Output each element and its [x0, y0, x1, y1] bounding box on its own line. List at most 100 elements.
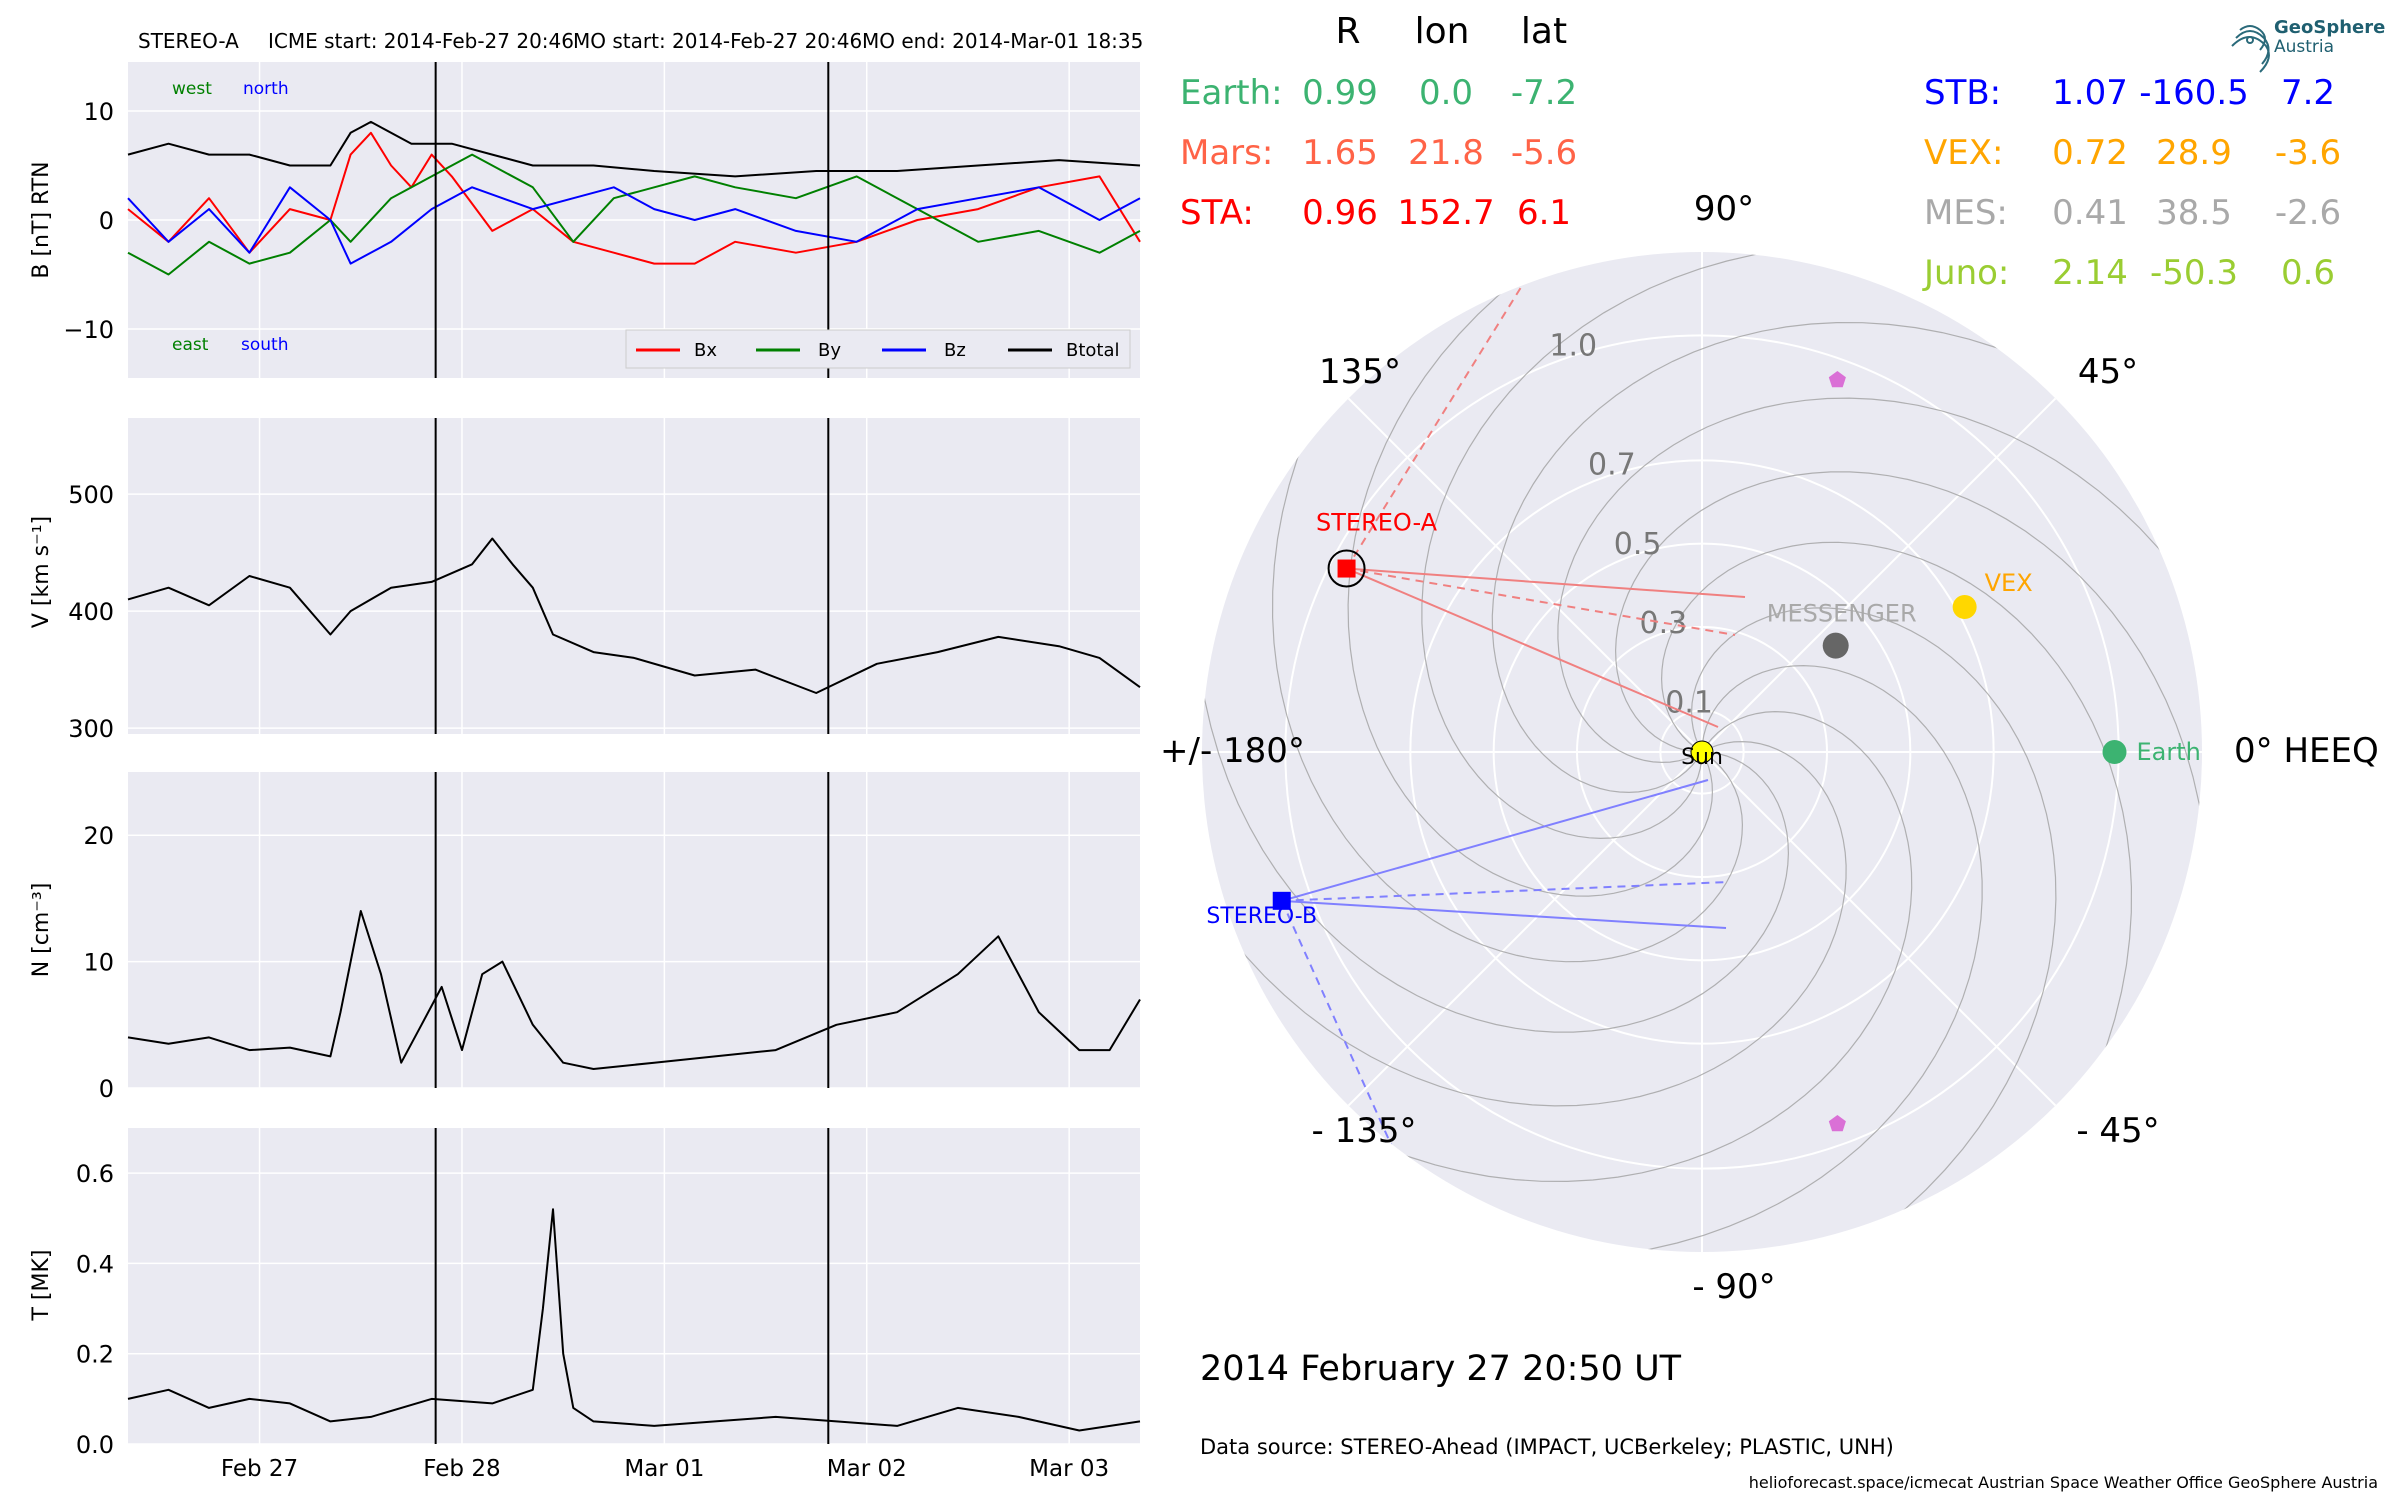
position-row: STA: 0.96 152.7 6.1	[1180, 193, 1571, 233]
position-table: R lon lat Earth: 0.99 0.0 -7.2 Mars: 1.65 21.8…	[1180, 11, 2341, 293]
parker-spiral	[1202, 431, 1790, 1033]
angle-label-minus90: - 90°	[1692, 1267, 1775, 1307]
xtick-label: Feb 28	[423, 1456, 500, 1482]
ytick-label: 20	[83, 822, 114, 850]
series-btotal	[127, 120, 1141, 178]
panel-2: 300 400 500	[68, 418, 1141, 743]
footer-credits: helioforecast.space/icmecat Austrian Spa…	[1749, 1473, 2378, 1492]
parker-spiral	[1662, 607, 2057, 1252]
ytick-label: −10	[63, 316, 114, 344]
position-row: VEX: 0.72 28.9 -3.6	[1924, 133, 2341, 173]
series-bx	[127, 131, 1141, 265]
row-r: 0.72	[2052, 133, 2128, 173]
ytick-label: 0	[99, 1075, 114, 1103]
row-name: VEX:	[1924, 133, 2004, 173]
row-lon: -50.3	[2150, 253, 2238, 293]
table-header-lon: lon	[1415, 11, 1470, 52]
row-lon: 0.0	[1419, 73, 1473, 113]
panel-3: 0 10 20	[83, 772, 1141, 1103]
ytick-label: 500	[68, 481, 114, 509]
parker-spiral	[1271, 252, 1744, 963]
parker-spiral	[1421, 252, 2023, 840]
angle-label-45: 45°	[2078, 352, 2138, 392]
row-lat: 6.1	[1517, 193, 1571, 233]
stb-marker	[1272, 891, 1291, 910]
row-lat: -7.2	[1511, 73, 1577, 113]
radial-tick-label: 0.7	[1588, 448, 1636, 483]
vex-label: VEX	[1985, 569, 2033, 597]
angle-label-90: 90°	[1694, 189, 1754, 229]
series-bz	[127, 186, 1141, 265]
xtick-label: Feb 27	[221, 1456, 298, 1482]
ylabel-b: B [nT] RTN	[29, 161, 54, 278]
spacecraft-field-lines	[1280, 275, 1746, 1161]
row-r: 0.96	[1302, 193, 1378, 233]
panel-background	[128, 418, 1140, 734]
legend-bx-label: Bx	[694, 340, 717, 361]
pentagon-marker	[1828, 371, 1846, 388]
parker-spiral	[1202, 710, 1913, 1183]
ylabel-n: N [cm⁻³]	[29, 883, 54, 978]
stb-line	[1281, 779, 1709, 902]
header-mo-end: MO end: 2014-Mar-01 18:35	[862, 29, 1143, 53]
row-lat: 7.2	[2281, 73, 2335, 113]
parker-spiral	[1202, 712, 1847, 1107]
pentagon-marker	[1828, 1115, 1846, 1132]
sta-line	[1346, 567, 1736, 636]
row-lat: -2.6	[2275, 193, 2341, 233]
legend-bz-label: Bz	[944, 340, 966, 361]
legend-by-label: By	[818, 340, 841, 361]
table-header-r: R	[1335, 11, 1360, 52]
parker-spiral	[1614, 471, 2202, 1073]
row-name: Earth:	[1180, 73, 1283, 113]
sta-marker-ring	[1327, 549, 1366, 588]
ytick-label: 0.4	[76, 1250, 114, 1278]
angle-label-0: 0° HEEQ	[2234, 731, 2379, 771]
stb-line	[1281, 881, 1729, 902]
vex-marker	[1952, 595, 1977, 620]
position-row: MES: 0.41 38.5 -2.6	[1924, 193, 2341, 233]
angular-grid-line	[1347, 397, 1703, 753]
xtick-label: Mar 01	[624, 1456, 704, 1482]
annotation-north: north	[243, 79, 289, 99]
date-label: 2014 February 27 20:50 UT	[1200, 1349, 1682, 1389]
stb-line	[1280, 900, 1399, 1161]
position-row: Juno: 2.14 -50.3 0.6	[1922, 253, 2335, 293]
annotation-south: south	[241, 335, 288, 355]
parker-spiral	[1381, 664, 1983, 1252]
parker-spiral	[1660, 541, 2133, 1252]
ylabel-t: T [MK]	[29, 1249, 54, 1321]
sta-line	[1346, 567, 1719, 728]
row-lon: 28.9	[2156, 133, 2232, 173]
ytick-label: 400	[68, 598, 114, 626]
angular-grid-line	[1701, 751, 2057, 1107]
parker-spiral	[1491, 321, 2202, 794]
row-lon: 38.5	[2156, 193, 2232, 233]
parker-spiral	[1347, 252, 1742, 897]
series-t	[127, 1208, 1141, 1432]
position-row: Earth: 0.99 0.0 -7.2	[1180, 73, 1577, 113]
annotation-east: east	[172, 335, 209, 355]
earth-label: Earth	[2137, 738, 2201, 766]
ytick-label: 0.0	[76, 1431, 114, 1459]
row-lon: 152.7	[1397, 193, 1494, 233]
ylabel-v: V [km s⁻¹]	[29, 516, 54, 628]
header-icme-start: ICME start: 2014-Feb-27 20:46	[268, 29, 574, 53]
table-header-lat: lat	[1521, 11, 1567, 52]
row-lat: -3.6	[2275, 133, 2341, 173]
row-r: 1.65	[1302, 133, 1378, 173]
sta-line	[1346, 567, 1746, 598]
timeseries-panels: −10 0 10 300 400 500 0 10 20 0.0 0.2 0.4 0.6 Feb 27 Fe…	[63, 62, 1141, 1482]
series-v	[127, 537, 1141, 694]
ytick-label: 300	[68, 715, 114, 743]
row-lon: -160.5	[2139, 73, 2249, 113]
logo-text-austria: Austria	[2274, 37, 2334, 57]
ytick-label: 0	[99, 207, 114, 235]
panel-background	[128, 1128, 1140, 1444]
sun-label: Sun	[1681, 745, 1723, 770]
row-name: STB:	[1924, 73, 2001, 113]
panel-1: −10 0 10	[63, 62, 1141, 378]
parker-spiral	[1557, 397, 2202, 792]
sun-marker	[1690, 740, 1714, 764]
